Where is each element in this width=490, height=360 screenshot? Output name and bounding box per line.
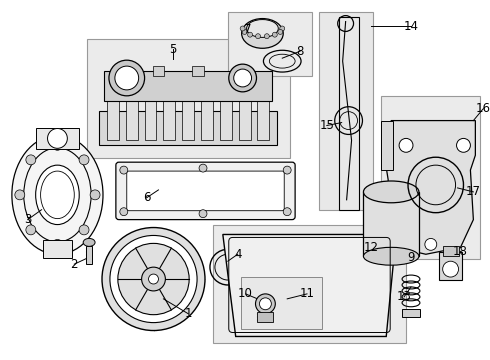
Text: 5: 5: [170, 43, 177, 56]
Circle shape: [120, 166, 128, 174]
Ellipse shape: [36, 165, 79, 225]
Ellipse shape: [83, 238, 95, 246]
Circle shape: [26, 225, 36, 235]
Circle shape: [148, 274, 158, 284]
Circle shape: [142, 267, 166, 291]
Bar: [201, 86, 213, 140]
Text: 7: 7: [244, 23, 251, 36]
Circle shape: [102, 228, 205, 330]
Ellipse shape: [364, 181, 419, 203]
Circle shape: [457, 138, 470, 152]
Bar: [43, 240, 73, 258]
Bar: [107, 86, 119, 140]
Circle shape: [79, 155, 89, 165]
Text: 12: 12: [364, 241, 379, 254]
Bar: [145, 86, 156, 140]
Bar: [381, 121, 393, 170]
Text: 17: 17: [466, 185, 481, 198]
FancyBboxPatch shape: [127, 171, 284, 211]
Text: 4: 4: [234, 248, 242, 261]
Ellipse shape: [260, 298, 271, 310]
Ellipse shape: [242, 19, 283, 48]
Circle shape: [199, 164, 207, 172]
Text: 10: 10: [238, 287, 253, 300]
Bar: [439, 252, 463, 280]
FancyBboxPatch shape: [116, 162, 295, 220]
Bar: [163, 86, 175, 140]
Circle shape: [79, 225, 89, 235]
Bar: [402, 309, 420, 317]
Bar: [87, 39, 290, 158]
Circle shape: [26, 155, 36, 165]
Circle shape: [90, 190, 100, 200]
Ellipse shape: [24, 148, 91, 242]
Text: 16: 16: [476, 102, 490, 115]
Ellipse shape: [246, 19, 278, 37]
Circle shape: [278, 30, 283, 35]
Ellipse shape: [12, 135, 103, 254]
Circle shape: [15, 190, 25, 200]
Bar: [36, 127, 79, 149]
Circle shape: [234, 69, 251, 87]
Polygon shape: [223, 234, 396, 337]
Bar: [104, 71, 272, 101]
Text: 11: 11: [299, 287, 315, 300]
Bar: [381, 96, 480, 259]
Bar: [238, 274, 322, 329]
Text: 3: 3: [24, 213, 31, 226]
Text: 13: 13: [396, 291, 412, 303]
Bar: [442, 246, 459, 256]
Text: 18: 18: [453, 245, 468, 258]
Circle shape: [229, 64, 256, 92]
Bar: [241, 277, 322, 329]
Bar: [86, 246, 92, 264]
Circle shape: [283, 166, 291, 174]
Ellipse shape: [255, 294, 275, 314]
Bar: [239, 86, 250, 140]
Circle shape: [118, 243, 189, 315]
Circle shape: [256, 34, 261, 39]
Bar: [228, 12, 312, 76]
Bar: [220, 86, 232, 140]
Ellipse shape: [364, 247, 419, 265]
Circle shape: [272, 32, 277, 37]
Circle shape: [115, 66, 139, 90]
Bar: [99, 111, 277, 145]
Text: 6: 6: [143, 191, 150, 204]
Circle shape: [442, 261, 459, 277]
Circle shape: [242, 30, 247, 35]
Bar: [192, 66, 204, 76]
Text: 14: 14: [403, 20, 418, 33]
Circle shape: [48, 129, 67, 148]
Bar: [257, 86, 270, 140]
Circle shape: [120, 208, 128, 216]
Polygon shape: [384, 121, 475, 254]
Circle shape: [52, 140, 62, 150]
Circle shape: [52, 239, 62, 249]
Bar: [364, 192, 419, 256]
Circle shape: [280, 26, 285, 31]
Bar: [182, 86, 194, 140]
Circle shape: [240, 26, 245, 31]
Circle shape: [283, 208, 291, 216]
Bar: [126, 86, 138, 140]
Bar: [152, 66, 165, 76]
Bar: [339, 17, 359, 210]
Text: 15: 15: [319, 119, 334, 132]
Bar: [257, 312, 273, 321]
Circle shape: [399, 138, 413, 152]
Text: 9: 9: [407, 251, 415, 264]
Circle shape: [110, 235, 197, 323]
Text: 2: 2: [71, 258, 78, 271]
Text: 8: 8: [296, 45, 304, 58]
Circle shape: [265, 34, 270, 39]
Bar: [319, 12, 373, 210]
Bar: [213, 225, 406, 343]
Circle shape: [109, 60, 145, 96]
Circle shape: [247, 32, 252, 37]
Text: 1: 1: [184, 307, 192, 320]
Circle shape: [425, 238, 437, 250]
Circle shape: [199, 210, 207, 218]
Ellipse shape: [41, 171, 74, 219]
